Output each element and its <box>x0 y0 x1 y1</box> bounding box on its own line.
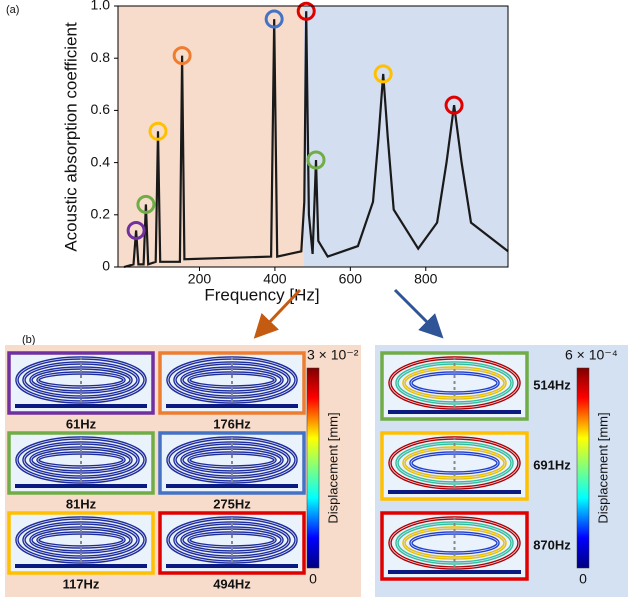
tile-base <box>388 410 521 414</box>
tile-base <box>388 490 521 494</box>
panel-label: (b) <box>22 334 35 346</box>
colorbar-min: 0 <box>579 571 587 587</box>
peak-marker <box>296 1 316 21</box>
y-axis-title: Acoustic absorption coefficient <box>61 22 80 252</box>
frequency-label: 494Hz <box>213 576 251 591</box>
y-tick-label: 0 <box>102 258 110 274</box>
plot-frame <box>117 5 509 268</box>
x-tick-label: 400 <box>263 271 287 287</box>
tile-base <box>15 484 147 488</box>
x-tick-label: 600 <box>339 271 363 287</box>
peak-marker <box>126 220 146 240</box>
absorption-curve <box>123 11 509 269</box>
tile-base <box>15 564 147 568</box>
frequency-label: 176Hz <box>213 416 251 431</box>
peak-marker <box>172 46 192 66</box>
colorbar-min: 0 <box>309 571 317 587</box>
ring-gap <box>403 447 506 479</box>
tile-base <box>15 404 147 408</box>
tile-base <box>166 564 298 568</box>
colorbar <box>576 367 590 569</box>
ring-gap <box>181 367 283 393</box>
frequency-label: 691Hz <box>533 457 571 472</box>
tile-base <box>388 570 521 574</box>
tile-base <box>166 404 298 408</box>
colorbar-max: 3 × 10⁻² <box>307 347 359 363</box>
ring-gap <box>403 367 506 399</box>
colorbar-label: Displacement [mm] <box>325 412 340 523</box>
frequency-label: 61Hz <box>66 416 97 431</box>
arrow <box>393 288 444 339</box>
ring-gap <box>181 527 283 553</box>
colorbar <box>306 367 320 569</box>
x-axis-title: Frequency [Hz] <box>204 285 319 304</box>
peak-marker <box>444 95 464 115</box>
ring-gap <box>30 527 132 553</box>
colorbar-label: Displacement [mm] <box>595 412 610 523</box>
peak-marker <box>136 194 156 214</box>
ring-gap <box>181 447 283 473</box>
plot <box>117 1 509 269</box>
peak-marker <box>264 9 284 29</box>
frequency-label: 514Hz <box>533 377 571 392</box>
x-tick-label: 800 <box>414 271 438 287</box>
ring-gap <box>403 527 506 559</box>
y-tick-label: 0.8 <box>91 49 111 65</box>
colorbar-max: 6 × 10⁻⁴ <box>565 347 618 363</box>
tile-base <box>166 484 298 488</box>
y-tick-label: 0.4 <box>91 153 111 169</box>
peak-marker <box>148 121 168 141</box>
y-tick-label: 0.2 <box>91 206 111 222</box>
peak-marker <box>373 64 393 84</box>
x-tick-label: 200 <box>188 271 212 287</box>
ring-gap <box>30 367 132 393</box>
arrow <box>253 288 302 339</box>
frequency-label: 117Hz <box>63 576 100 591</box>
frequency-label: 275Hz <box>213 496 251 511</box>
peak-marker <box>306 150 326 170</box>
panel-label: (a) <box>6 4 19 16</box>
frequency-label: 870Hz <box>533 537 571 552</box>
y-tick-label: 1.0 <box>91 0 111 13</box>
ring-gap <box>30 447 132 473</box>
frequency-label: 81Hz <box>66 496 97 511</box>
y-tick-label: 0.6 <box>91 101 111 117</box>
